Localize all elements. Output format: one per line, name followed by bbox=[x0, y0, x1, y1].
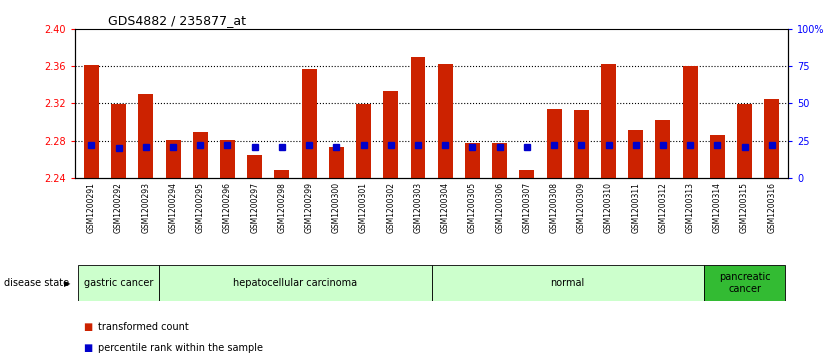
Bar bbox=[520, 170, 535, 178]
Bar bbox=[410, 57, 425, 178]
Bar bbox=[431, 265, 704, 301]
Text: GSM1200299: GSM1200299 bbox=[304, 182, 314, 233]
Bar bbox=[166, 140, 180, 178]
Bar bbox=[764, 99, 779, 178]
Bar bbox=[78, 265, 159, 301]
Bar bbox=[193, 132, 208, 178]
Text: GSM1200300: GSM1200300 bbox=[332, 182, 341, 233]
Text: GSM1200297: GSM1200297 bbox=[250, 182, 259, 233]
Bar bbox=[656, 120, 671, 178]
Text: GSM1200301: GSM1200301 bbox=[359, 182, 368, 233]
Bar bbox=[601, 64, 616, 178]
Bar bbox=[111, 105, 126, 178]
Text: GSM1200314: GSM1200314 bbox=[713, 182, 722, 233]
Bar bbox=[704, 265, 786, 301]
Text: GSM1200313: GSM1200313 bbox=[686, 182, 695, 233]
Text: GDS4882 / 235877_at: GDS4882 / 235877_at bbox=[108, 15, 246, 28]
Text: ■: ■ bbox=[83, 343, 93, 354]
Bar bbox=[710, 135, 725, 178]
Bar bbox=[574, 110, 589, 178]
Text: percentile rank within the sample: percentile rank within the sample bbox=[98, 343, 264, 354]
Text: GSM1200308: GSM1200308 bbox=[550, 182, 559, 233]
Text: GSM1200307: GSM1200307 bbox=[522, 182, 531, 233]
Text: GSM1200298: GSM1200298 bbox=[278, 182, 286, 233]
Text: GSM1200292: GSM1200292 bbox=[114, 182, 123, 233]
Bar bbox=[247, 155, 262, 178]
Text: GSM1200295: GSM1200295 bbox=[196, 182, 205, 233]
Text: gastric cancer: gastric cancer bbox=[84, 278, 153, 288]
Text: hepatocellular carcinoma: hepatocellular carcinoma bbox=[234, 278, 358, 288]
Bar bbox=[274, 170, 289, 178]
Bar bbox=[628, 130, 643, 178]
Bar bbox=[492, 143, 507, 178]
Text: GSM1200305: GSM1200305 bbox=[468, 182, 477, 233]
Bar bbox=[356, 105, 371, 178]
Text: transformed count: transformed count bbox=[98, 322, 189, 332]
Text: pancreatic
cancer: pancreatic cancer bbox=[719, 272, 771, 294]
Text: GSM1200303: GSM1200303 bbox=[414, 182, 423, 233]
Text: GSM1200304: GSM1200304 bbox=[440, 182, 450, 233]
Bar bbox=[465, 143, 480, 178]
Text: GSM1200294: GSM1200294 bbox=[168, 182, 178, 233]
Text: GSM1200312: GSM1200312 bbox=[658, 182, 667, 233]
Bar bbox=[159, 265, 431, 301]
Text: disease state: disease state bbox=[4, 278, 69, 288]
Text: ■: ■ bbox=[83, 322, 93, 332]
Bar bbox=[683, 66, 697, 178]
Text: GSM1200306: GSM1200306 bbox=[495, 182, 504, 233]
Text: GSM1200302: GSM1200302 bbox=[386, 182, 395, 233]
Text: GSM1200291: GSM1200291 bbox=[87, 182, 96, 233]
Text: GSM1200315: GSM1200315 bbox=[740, 182, 749, 233]
Text: GSM1200311: GSM1200311 bbox=[631, 182, 641, 233]
Bar bbox=[302, 69, 317, 178]
Text: GSM1200316: GSM1200316 bbox=[767, 182, 776, 233]
Bar bbox=[438, 64, 453, 178]
Bar bbox=[737, 105, 752, 178]
Bar bbox=[138, 94, 153, 178]
Text: GSM1200310: GSM1200310 bbox=[604, 182, 613, 233]
Text: GSM1200296: GSM1200296 bbox=[223, 182, 232, 233]
Text: ▶: ▶ bbox=[64, 279, 71, 287]
Bar bbox=[220, 140, 235, 178]
Bar bbox=[84, 65, 99, 178]
Text: GSM1200309: GSM1200309 bbox=[577, 182, 585, 233]
Text: normal: normal bbox=[550, 278, 585, 288]
Bar bbox=[546, 109, 561, 178]
Bar bbox=[329, 147, 344, 178]
Bar bbox=[384, 91, 399, 178]
Text: GSM1200293: GSM1200293 bbox=[141, 182, 150, 233]
